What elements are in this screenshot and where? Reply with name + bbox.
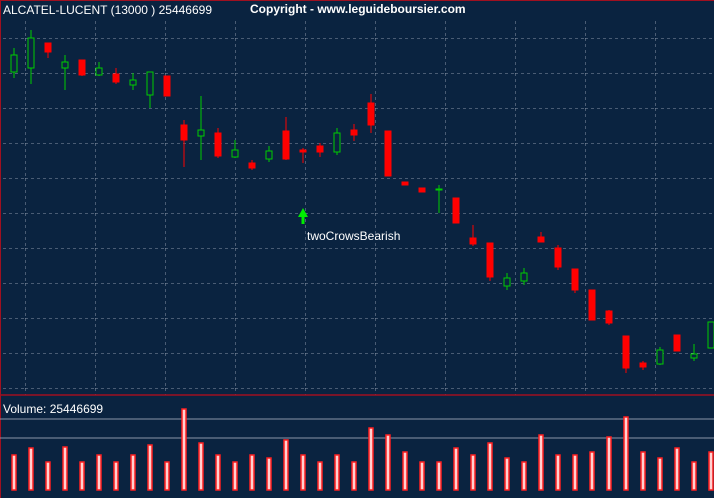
candle-body [554,247,562,268]
volume-bar [470,454,476,491]
volume-bar [249,454,255,491]
candle-body [282,130,290,160]
volume-bar [45,461,51,491]
volume-bar [164,461,170,491]
volume-bar [504,457,510,491]
volume-bar [79,461,85,491]
candle-body [503,277,511,287]
candle-body [10,54,18,73]
volume-bar [300,454,306,491]
candle-body [44,42,52,53]
volume-bar [28,447,34,491]
candle-body [316,145,324,153]
volume-bar [708,451,714,491]
candle-body [95,67,103,76]
candle-body [367,102,375,126]
signal-arrow [298,208,308,224]
candle-body [214,132,222,157]
candle-body [27,37,35,69]
volume-bar [181,408,187,491]
candle-body [435,188,443,191]
volume-bar [674,447,680,491]
candle-body [146,71,154,96]
candle-body [418,187,426,193]
volume-bar [640,451,646,491]
candle-body [605,310,613,324]
candle-body [129,79,137,86]
volume-bar [147,444,153,491]
candle-body [656,349,664,365]
volume-bar [487,442,493,491]
candle-body [588,289,596,321]
volume-bar [317,461,323,491]
candle-body [248,162,256,169]
chart-title: ALCATEL-LUCENT (13000 ) 25446699 [3,3,212,17]
candle-body [486,242,494,278]
candle-body [452,197,460,224]
volume-bar [368,427,374,491]
volume-bar [334,454,340,491]
candle-body [401,181,409,186]
volume-title: Volume: 25446699 [3,402,103,416]
volume-bar [62,446,68,491]
candle-body [333,132,341,153]
candle-body [469,237,477,245]
candle-body [78,59,86,76]
candle-body [690,353,698,359]
volume-bar [385,434,391,491]
candle-body [61,61,69,69]
grid [0,20,714,395]
candle-body [384,130,392,177]
candle-body [265,150,273,160]
candle-body [197,129,205,137]
copyright: Copyright - www.leguideboursier.com [250,2,466,16]
candle-body [622,335,630,369]
candle-body [299,149,307,153]
candle-body [112,73,120,83]
volume-bar [538,434,544,491]
volume-bar [657,457,663,491]
candle-body [673,334,681,352]
candle-body [163,75,171,97]
volume-bar [419,461,425,491]
volume-bar [113,461,119,491]
volume-bar [198,442,204,491]
volume-bar [215,454,221,491]
volume-bar [521,461,527,491]
candle-body [520,272,528,282]
volume-bar [402,451,408,491]
candle-body [180,124,188,141]
volume-bar [266,457,272,491]
volume-bar [130,454,136,491]
volume-bar [96,454,102,491]
candle-body [537,236,545,243]
volume-bar [436,461,442,491]
candle-body [707,321,714,349]
volume-bar [572,454,578,491]
marks [10,30,714,491]
volume-bar [453,447,459,491]
volume-bar [606,436,612,491]
annotation: twoCrowsBearish [307,229,400,243]
volume-bar [11,454,17,491]
volume-bar [589,451,595,491]
volume-bar [283,439,289,491]
volume-bar [351,461,357,491]
volume-bar [555,454,561,491]
volume-bar [691,461,697,491]
candle-body [231,149,239,158]
candle-body [571,268,579,291]
volume-bar [623,416,629,491]
volume-bar [232,461,238,491]
candle-body [639,362,647,368]
candle-body [350,129,358,136]
